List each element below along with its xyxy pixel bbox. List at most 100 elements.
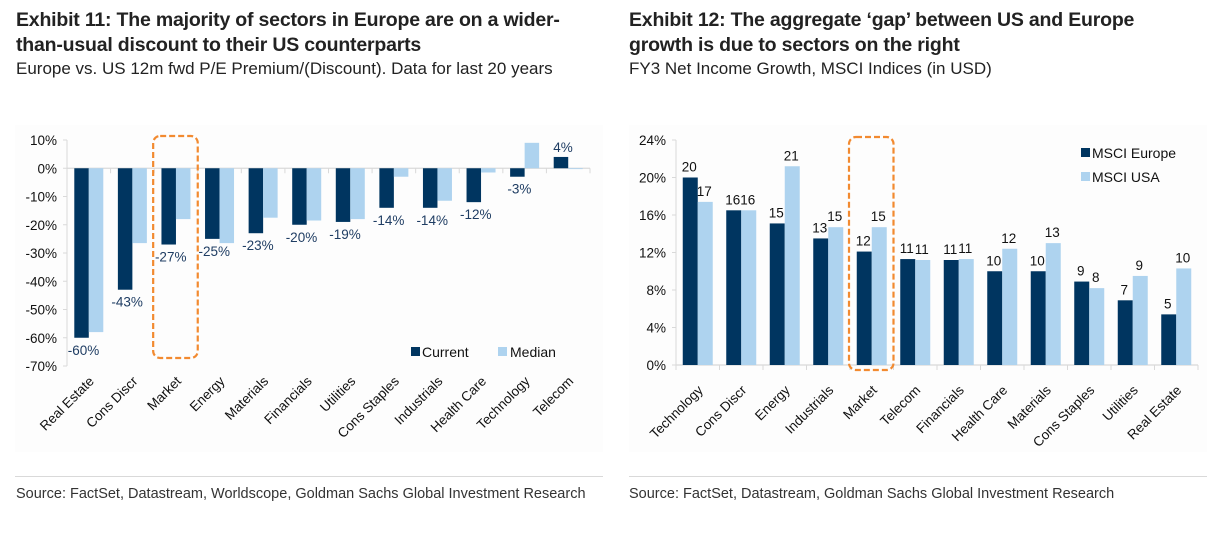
exhibit-12-bar-series1 (987, 271, 1003, 365)
exhibit-12-bar-series1 (1161, 314, 1177, 365)
exhibit-11-y-tick-label: -20% (25, 218, 57, 233)
exhibit-11-bar-series1 (379, 168, 394, 208)
exhibit-12-data-label: 13 (1045, 225, 1060, 240)
exhibit-12-title: Exhibit 12: The aggregate ‘gap’ between … (629, 9, 1135, 56)
exhibit-12-data-label: 10 (986, 253, 1001, 268)
exhibit-11-subtitle: Europe vs. US 12m fwd P/E Premium/(Disco… (16, 59, 553, 78)
exhibit-12-data-label: 11 (958, 241, 972, 256)
exhibit-11-legend-swatch-current (411, 347, 420, 356)
exhibit-11-bar-series2 (132, 168, 147, 244)
exhibit-11-bar-series2 (175, 168, 191, 220)
exhibit-12-bar-series1 (726, 210, 742, 365)
exhibit-11-bar-series1 (510, 168, 525, 177)
exhibit-12-bar-series2 (958, 259, 974, 365)
exhibit-12-data-label: 8 (1092, 270, 1100, 285)
exhibit-12-data-label: 7 (1120, 282, 1128, 297)
exhibit-12-legend-label-usa: MSCI USA (1092, 169, 1160, 185)
exhibit-12-data-label: 20 (682, 160, 697, 175)
exhibit-11-x-label: Telecom (530, 374, 576, 420)
exhibit-11-y-tick-label: -50% (25, 303, 57, 318)
exhibit-11-bar-series2 (481, 168, 496, 173)
exhibit-12-bar-series1 (682, 177, 698, 365)
exhibit-11-x-label: Energy (187, 373, 228, 414)
exhibit-12-data-label: 5 (1164, 296, 1172, 311)
exhibit-12-bar-series2 (741, 210, 757, 365)
exhibit-11-data-label: -12% (460, 207, 492, 222)
exhibit-12-data-label: 11 (943, 242, 957, 257)
exhibit-12-y-tick-label: 8% (646, 283, 666, 298)
exhibit-12-legend-label-europe: MSCI Europe (1092, 145, 1176, 161)
exhibit-11-data-label: -19% (329, 227, 361, 242)
exhibit-11-source: Source: FactSet, Datastream, Worldscope,… (16, 486, 586, 502)
exhibit-11-divider (15, 476, 603, 477)
exhibit-12-data-label: 16 (740, 192, 755, 207)
exhibit-11-bar-series2 (263, 168, 278, 218)
exhibit-12-bar-series1 (769, 223, 785, 365)
exhibit-12-y-tick-label: 0% (646, 358, 666, 373)
exhibit-11-bar-series2 (524, 142, 540, 169)
exhibit-12-data-label: 9 (1135, 258, 1143, 273)
exhibit-12-legend-swatch-usa (1081, 172, 1090, 181)
exhibit-12-x-label: Utilities (1099, 382, 1141, 424)
exhibit-12-bar-series1 (943, 260, 959, 365)
exhibit-12-data-label: 15 (827, 209, 842, 224)
exhibit-12-data-label: 11 (915, 242, 929, 257)
exhibit-11-bar-series2 (568, 168, 583, 170)
exhibit-12-x-label: Market (840, 382, 880, 422)
exhibit-12-x-label: Energy (752, 382, 793, 423)
exhibit-11-data-label: 4% (553, 140, 573, 155)
exhibit-12-legend-swatch-europe (1081, 148, 1090, 157)
exhibit-11-data-label: -3% (507, 182, 531, 197)
exhibit-12-y-tick-label: 4% (646, 321, 666, 336)
exhibit-11-bar-series2 (350, 168, 365, 220)
exhibit-12-bar-series2 (1089, 288, 1105, 365)
exhibit-12-bar-series2 (1045, 243, 1061, 365)
exhibit-12-data-label: 21 (784, 148, 799, 163)
exhibit-11-y-tick-label: -40% (25, 274, 57, 289)
exhibit-11-data-label: -27% (155, 250, 187, 265)
exhibit-11-bar-series1 (117, 168, 133, 290)
exhibit-11-data-label: -60% (68, 343, 100, 358)
exhibit-12-y-tick-label: 24% (639, 133, 666, 148)
exhibit-11-bar-series1 (466, 168, 482, 203)
exhibit-12-data-label: 10 (1030, 253, 1045, 268)
exhibit-11-highlight-box (152, 134, 199, 360)
exhibit-11-data-label: -43% (111, 295, 143, 310)
exhibit-12-bar-series1 (1030, 271, 1046, 365)
exhibit-11-bar-series1 (422, 168, 438, 208)
exhibit-12-data-label: 15 (769, 205, 784, 220)
exhibit-12-bar-series1 (1117, 300, 1133, 365)
exhibit-11-bar-series1 (74, 168, 89, 338)
exhibit-11-y-tick-label: -60% (25, 331, 57, 346)
exhibit-11-legend-label-median: Median (510, 344, 556, 360)
exhibit-12-bar-series2 (915, 260, 931, 365)
exhibit-12-bar-series2 (871, 227, 887, 365)
exhibit-11-y-tick-label: 10% (30, 133, 57, 148)
exhibit-12-bar-series2 (697, 201, 713, 365)
exhibit-11-y-tick-label: 0% (37, 161, 57, 176)
exhibit-11-bar-series1 (335, 168, 351, 222)
exhibit-12-bar-series1 (900, 259, 916, 365)
exhibit-12-data-label: 17 (697, 184, 712, 199)
exhibit-12-bar-series2 (1002, 248, 1018, 365)
exhibit-12-data-label: 12 (1001, 231, 1016, 246)
exhibit-12-y-tick-label: 12% (639, 246, 666, 261)
exhibit-11-y-tick-label: -10% (25, 190, 57, 205)
exhibit-12-data-label: 16 (725, 192, 740, 207)
exhibit-11-bar-series1 (292, 168, 307, 225)
exhibit-11-legend-label-current: Current (422, 344, 469, 360)
exhibit-11-bar-series2 (437, 168, 452, 201)
exhibit-12-y-tick-label: 20% (639, 171, 666, 186)
exhibit-11-legend-swatch-median (498, 347, 507, 356)
exhibit-12-bar-series1 (856, 251, 872, 365)
exhibit-11-bar-series2 (393, 168, 409, 177)
exhibit-11-bar-series2 (219, 168, 235, 244)
exhibit-12-divider (629, 476, 1207, 477)
exhibit-11-bar-series1 (161, 168, 176, 245)
exhibit-12-data-label: 12 (856, 234, 871, 249)
exhibit-11-bar-series1 (205, 168, 220, 239)
exhibit-12-data-label: 15 (871, 209, 886, 224)
exhibit-12-x-label: Industrials (782, 382, 836, 436)
exhibit-11-data-label: -14% (373, 213, 405, 228)
exhibit-12-y-tick-label: 16% (639, 208, 666, 223)
